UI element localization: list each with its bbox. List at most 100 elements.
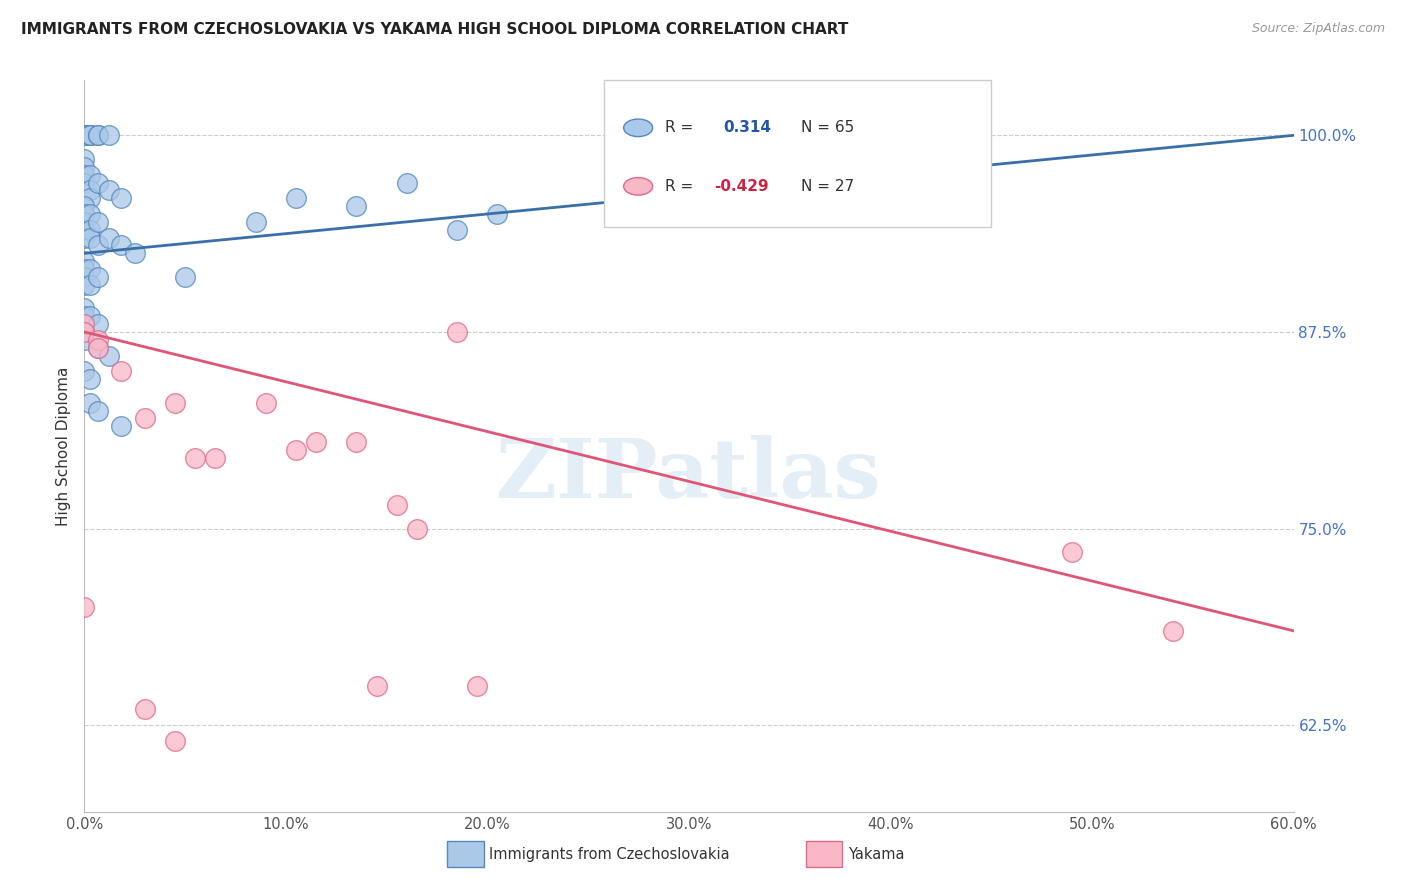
Text: Source: ZipAtlas.com: Source: ZipAtlas.com bbox=[1251, 22, 1385, 36]
Point bbox=[73, 600, 96, 615]
Point bbox=[73, 325, 96, 339]
Point bbox=[73, 262, 96, 277]
Point bbox=[87, 128, 110, 143]
Point bbox=[79, 277, 101, 292]
Point bbox=[385, 498, 408, 512]
Point bbox=[79, 230, 101, 244]
Point bbox=[73, 310, 96, 324]
Point bbox=[73, 317, 96, 331]
Point bbox=[73, 168, 96, 182]
Y-axis label: High School Diploma: High School Diploma bbox=[56, 367, 72, 525]
Point bbox=[79, 262, 101, 277]
Point bbox=[73, 128, 96, 143]
Point bbox=[87, 333, 110, 347]
Point bbox=[446, 223, 468, 237]
Point bbox=[110, 238, 132, 252]
Point bbox=[165, 734, 187, 748]
Text: N = 65: N = 65 bbox=[801, 120, 855, 136]
Point bbox=[87, 128, 110, 143]
Point bbox=[73, 277, 96, 292]
Point bbox=[73, 325, 96, 339]
Point bbox=[110, 364, 132, 378]
Point bbox=[97, 183, 120, 197]
Point bbox=[204, 450, 226, 465]
Point bbox=[73, 215, 96, 229]
Point bbox=[87, 215, 110, 229]
Point bbox=[1161, 624, 1184, 638]
Point bbox=[406, 522, 429, 536]
Point bbox=[73, 364, 96, 378]
Point bbox=[174, 269, 197, 284]
Point bbox=[73, 128, 96, 143]
Text: R =: R = bbox=[665, 120, 693, 136]
Text: N = 27: N = 27 bbox=[801, 178, 855, 194]
Point bbox=[254, 396, 277, 410]
Point bbox=[73, 301, 96, 316]
Point bbox=[79, 223, 101, 237]
Circle shape bbox=[624, 119, 652, 136]
Point bbox=[305, 435, 328, 450]
FancyBboxPatch shape bbox=[605, 80, 991, 227]
Point bbox=[97, 349, 120, 363]
Point bbox=[79, 396, 101, 410]
Point bbox=[73, 254, 96, 268]
Point bbox=[395, 176, 418, 190]
Point bbox=[87, 317, 110, 331]
Point bbox=[110, 191, 132, 205]
Text: 0.314: 0.314 bbox=[723, 120, 770, 136]
Point bbox=[73, 230, 96, 244]
Point bbox=[1060, 545, 1083, 559]
Point bbox=[87, 269, 110, 284]
Point bbox=[467, 679, 489, 693]
Point bbox=[87, 341, 110, 355]
Point bbox=[366, 679, 388, 693]
Point bbox=[79, 128, 101, 143]
Point bbox=[245, 215, 267, 229]
Circle shape bbox=[624, 178, 652, 195]
Text: Yakama: Yakama bbox=[848, 847, 904, 862]
Point bbox=[73, 160, 96, 174]
Point bbox=[97, 128, 120, 143]
Point bbox=[446, 325, 468, 339]
Point bbox=[79, 191, 101, 205]
Point bbox=[73, 207, 96, 221]
Point bbox=[73, 128, 96, 143]
Point bbox=[285, 442, 308, 457]
Point bbox=[73, 269, 96, 284]
Point bbox=[79, 128, 101, 143]
Point bbox=[486, 207, 509, 221]
Point bbox=[718, 152, 741, 166]
Point bbox=[79, 128, 101, 143]
Point bbox=[73, 128, 96, 143]
Point bbox=[73, 333, 96, 347]
Point bbox=[134, 702, 156, 716]
Text: Immigrants from Czechoslovakia: Immigrants from Czechoslovakia bbox=[489, 847, 730, 862]
Point bbox=[79, 310, 101, 324]
Point bbox=[124, 246, 146, 260]
Point bbox=[97, 230, 120, 244]
Point bbox=[134, 411, 156, 425]
Text: ZIPatlas: ZIPatlas bbox=[496, 435, 882, 516]
Point bbox=[73, 128, 96, 143]
Point bbox=[285, 191, 308, 205]
Point bbox=[87, 238, 110, 252]
Point bbox=[87, 403, 110, 417]
Point bbox=[79, 128, 101, 143]
Text: R =: R = bbox=[665, 178, 693, 194]
Point bbox=[79, 207, 101, 221]
Text: IMMIGRANTS FROM CZECHOSLOVAKIA VS YAKAMA HIGH SCHOOL DIPLOMA CORRELATION CHART: IMMIGRANTS FROM CZECHOSLOVAKIA VS YAKAMA… bbox=[21, 22, 848, 37]
Point bbox=[165, 396, 187, 410]
Point bbox=[184, 450, 207, 465]
Point bbox=[346, 435, 368, 450]
Point bbox=[73, 176, 96, 190]
Point bbox=[110, 419, 132, 434]
Point bbox=[79, 372, 101, 386]
Point bbox=[73, 152, 96, 166]
Point bbox=[79, 183, 101, 197]
Text: -0.429: -0.429 bbox=[714, 178, 769, 194]
Point bbox=[87, 341, 110, 355]
Point bbox=[73, 199, 96, 213]
Point bbox=[346, 199, 368, 213]
Point bbox=[79, 168, 101, 182]
Point bbox=[73, 223, 96, 237]
